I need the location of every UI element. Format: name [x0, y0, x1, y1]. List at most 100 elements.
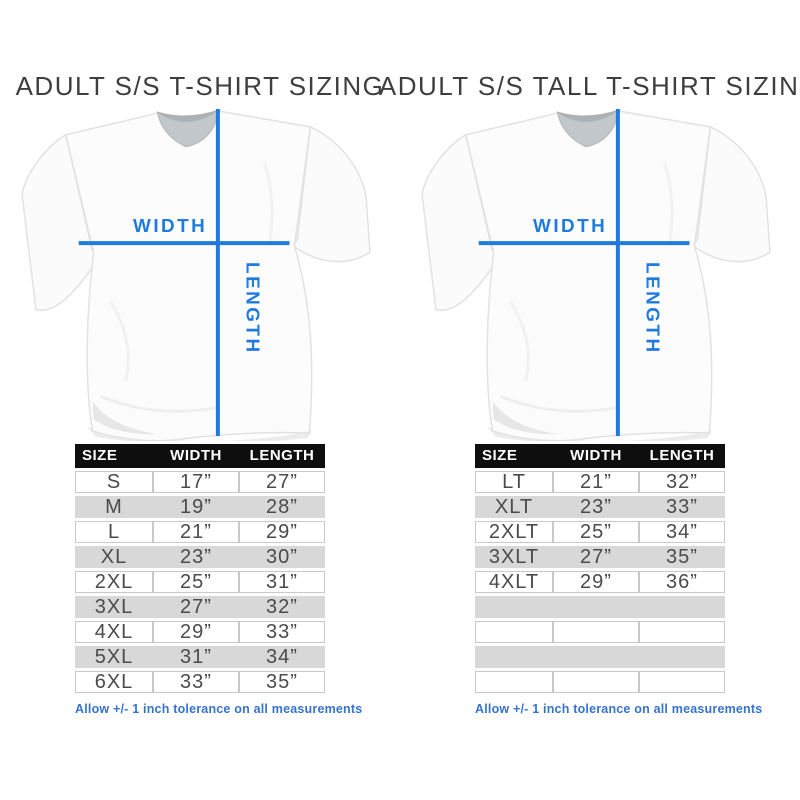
length-label: LENGTH	[642, 262, 663, 355]
table-cell: 23”	[553, 495, 639, 518]
table-cell	[475, 670, 553, 693]
table-cell: 27”	[239, 470, 325, 493]
table-cell: L	[75, 520, 153, 543]
table-cell: 32”	[239, 595, 325, 618]
length-label: LENGTH	[242, 262, 263, 355]
table-cell	[475, 645, 553, 668]
right-sleeve	[692, 125, 771, 262]
tshirt-diagram-tall: WIDTH LENGTH	[416, 103, 784, 444]
table-cell: 36”	[639, 570, 725, 593]
left-sleeve	[21, 133, 99, 311]
table-cell	[639, 595, 725, 618]
width-label: WIDTH	[533, 216, 607, 237]
table-row: M 19” 28”	[75, 495, 325, 518]
tshirt-graphic: WIDTH LENGTH	[21, 108, 371, 444]
table-cell: 21”	[153, 520, 239, 543]
table-cell: 35”	[639, 545, 725, 568]
table-cell	[553, 595, 639, 618]
table-row: 3XLT 27” 35”	[475, 545, 725, 568]
table-cell: M	[75, 495, 153, 518]
table-header: SIZE WIDTH LENGTH	[75, 443, 325, 468]
table-row: 2XL 25” 31”	[75, 570, 325, 593]
col-header-length: LENGTH	[239, 443, 325, 468]
table-cell: 2XL	[75, 570, 153, 593]
col-header-width: WIDTH	[153, 443, 239, 468]
table-cell	[553, 620, 639, 643]
table-body: LT 21” 32” XLT 23” 33” 2XLT 25” 34” 3XLT 27” 35” 4XL…	[475, 470, 725, 693]
shirt-body	[464, 109, 713, 442]
table-cell: 29”	[553, 570, 639, 593]
hem-fold-shadow	[92, 400, 158, 434]
table-row: L 21” 29”	[75, 520, 325, 543]
wrinkle-line	[109, 300, 130, 382]
wrinkle-line	[263, 161, 274, 243]
table-cell: 6XL	[75, 670, 153, 693]
table-cell: 25”	[553, 520, 639, 543]
table-cell: 34”	[639, 520, 725, 543]
header-row: SIZE WIDTH LENGTH	[475, 443, 725, 468]
table-row: XLT 23” 33”	[475, 495, 725, 518]
table-cell: XLT	[475, 495, 553, 518]
col-header-size: SIZE	[75, 443, 153, 468]
wrinkle-line	[500, 394, 621, 413]
table-row	[475, 595, 725, 618]
table-row: 4XLT 29” 36”	[475, 570, 725, 593]
collar-inner-shadow	[157, 109, 219, 122]
table-cell: XL	[75, 545, 153, 568]
table-cell	[639, 670, 725, 693]
size-table-regular: SIZE WIDTH LENGTH S 17” 27” M 19” 28” L 21” 29” X…	[75, 441, 325, 696]
panel-title-regular: ADULT S/S T-SHIRT SIZING	[15, 71, 385, 101]
table-cell: 33”	[239, 620, 325, 643]
col-header-size: SIZE	[475, 443, 553, 468]
table-cell: 3XL	[75, 595, 153, 618]
table-row	[475, 670, 725, 693]
panel-tall-sizing: ADULT S/S TALL T-SHIRT SIZING WIDTH LENG…	[379, 72, 800, 800]
tolerance-note-regular: Allow +/- 1 inch tolerance on all measur…	[75, 701, 363, 716]
tolerance-note-tall: Allow +/- 1 inch tolerance on all measur…	[475, 701, 763, 716]
table-cell: LT	[475, 470, 553, 493]
table-cell: 31”	[239, 570, 325, 593]
table-cell: 28”	[239, 495, 325, 518]
left-sleeve	[421, 133, 499, 311]
table-cell: 4XLT	[475, 570, 553, 593]
table-cell: 31”	[153, 645, 239, 668]
table-cell: 33”	[153, 670, 239, 693]
table-row: 6XL 33” 35”	[75, 670, 325, 693]
table-row: 2XLT 25” 34”	[475, 520, 725, 543]
table-row: 4XL 29” 33”	[75, 620, 325, 643]
table-cell: 29”	[239, 520, 325, 543]
right-sleeve	[292, 125, 371, 262]
table-row: LT 21” 32”	[475, 470, 725, 493]
tshirt-graphic: WIDTH LENGTH	[421, 108, 771, 444]
table-cell: 21”	[553, 470, 639, 493]
table-cell: 32”	[639, 470, 725, 493]
table-row: 5XL 31” 34”	[75, 645, 325, 668]
table-cell: 29”	[153, 620, 239, 643]
wrinkle-line	[509, 300, 530, 382]
table-row	[475, 645, 725, 668]
table-cell	[553, 670, 639, 693]
wrinkle-line	[100, 394, 221, 413]
table-cell: 17”	[153, 470, 239, 493]
width-label: WIDTH	[133, 216, 207, 237]
table-cell: 19”	[153, 495, 239, 518]
wrinkle-line	[663, 161, 674, 243]
table-cell: 34”	[239, 645, 325, 668]
table-cell: 27”	[553, 545, 639, 568]
header-row: SIZE WIDTH LENGTH	[75, 443, 325, 468]
table-cell: S	[75, 470, 153, 493]
table-cell	[475, 620, 553, 643]
size-table-tall: SIZE WIDTH LENGTH LT 21” 32” XLT 23” 33” 2XLT 2…	[475, 441, 725, 696]
table-cell: 5XL	[75, 645, 153, 668]
collar-inner-shadow	[557, 109, 619, 122]
table-cell: 2XLT	[475, 520, 553, 543]
table-body: S 17” 27” M 19” 28” L 21” 29” XL 23” 30” 2XL 25” 31” 3X…	[75, 470, 325, 693]
table-cell: 3XLT	[475, 545, 553, 568]
table-row: 3XL 27” 32”	[75, 595, 325, 618]
table-cell: 30”	[239, 545, 325, 568]
table-cell	[639, 620, 725, 643]
table-cell: 27”	[153, 595, 239, 618]
shirt-body	[64, 109, 313, 442]
table-cell: 4XL	[75, 620, 153, 643]
